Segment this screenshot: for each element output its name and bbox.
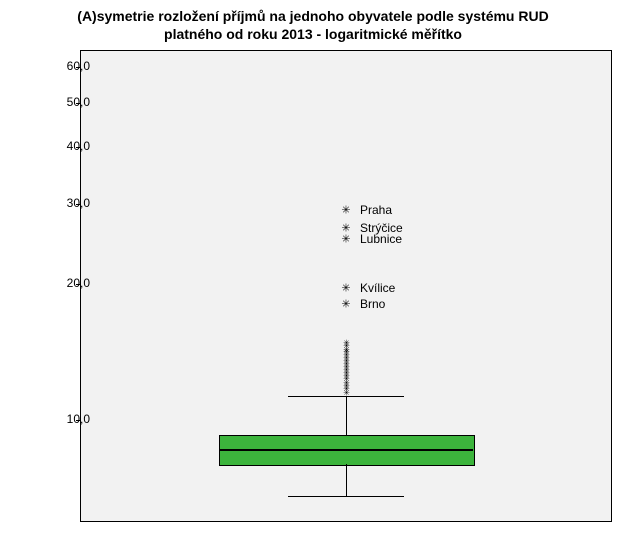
outlier-label: Lubnice xyxy=(360,232,402,246)
boxplot-median xyxy=(219,449,473,451)
y-tick-label: 50,0 xyxy=(67,95,90,109)
outlier-marker: ✳ xyxy=(341,298,350,311)
y-tick-label: 20,0 xyxy=(67,276,90,290)
outlier-marker: ✳ xyxy=(343,388,349,397)
whisker-cap-lower xyxy=(288,496,405,497)
y-tick-label: 40,0 xyxy=(67,139,90,153)
chart-container: (A)symetrie rozložení příjmů na jednoho … xyxy=(0,0,626,541)
y-tick-label: 30,0 xyxy=(67,196,90,210)
chart-title: (A)symetrie rozložení příjmů na jednoho … xyxy=(0,8,626,43)
outlier-marker: ✳ xyxy=(341,204,350,217)
outlier-label: Praha xyxy=(360,203,392,217)
outlier-marker: ✳ xyxy=(341,233,350,246)
whisker-lower xyxy=(346,464,347,496)
title-line1: (A)symetrie rozložení příjmů na jednoho … xyxy=(77,8,548,24)
y-tick-label: 10,0 xyxy=(67,412,90,426)
plot-area: ✳Praha✳Strýčice✳Lubnice✳Kvílice✳Brno✳✳✳✳… xyxy=(80,50,612,522)
outlier-marker: ✳ xyxy=(341,282,350,295)
whisker-upper xyxy=(346,396,347,434)
title-line2: platného od roku 2013 - logaritmické měř… xyxy=(164,26,462,42)
y-tick-label: 60,0 xyxy=(67,59,90,73)
outlier-label: Kvílice xyxy=(360,281,395,295)
outlier-label: Brno xyxy=(360,297,385,311)
